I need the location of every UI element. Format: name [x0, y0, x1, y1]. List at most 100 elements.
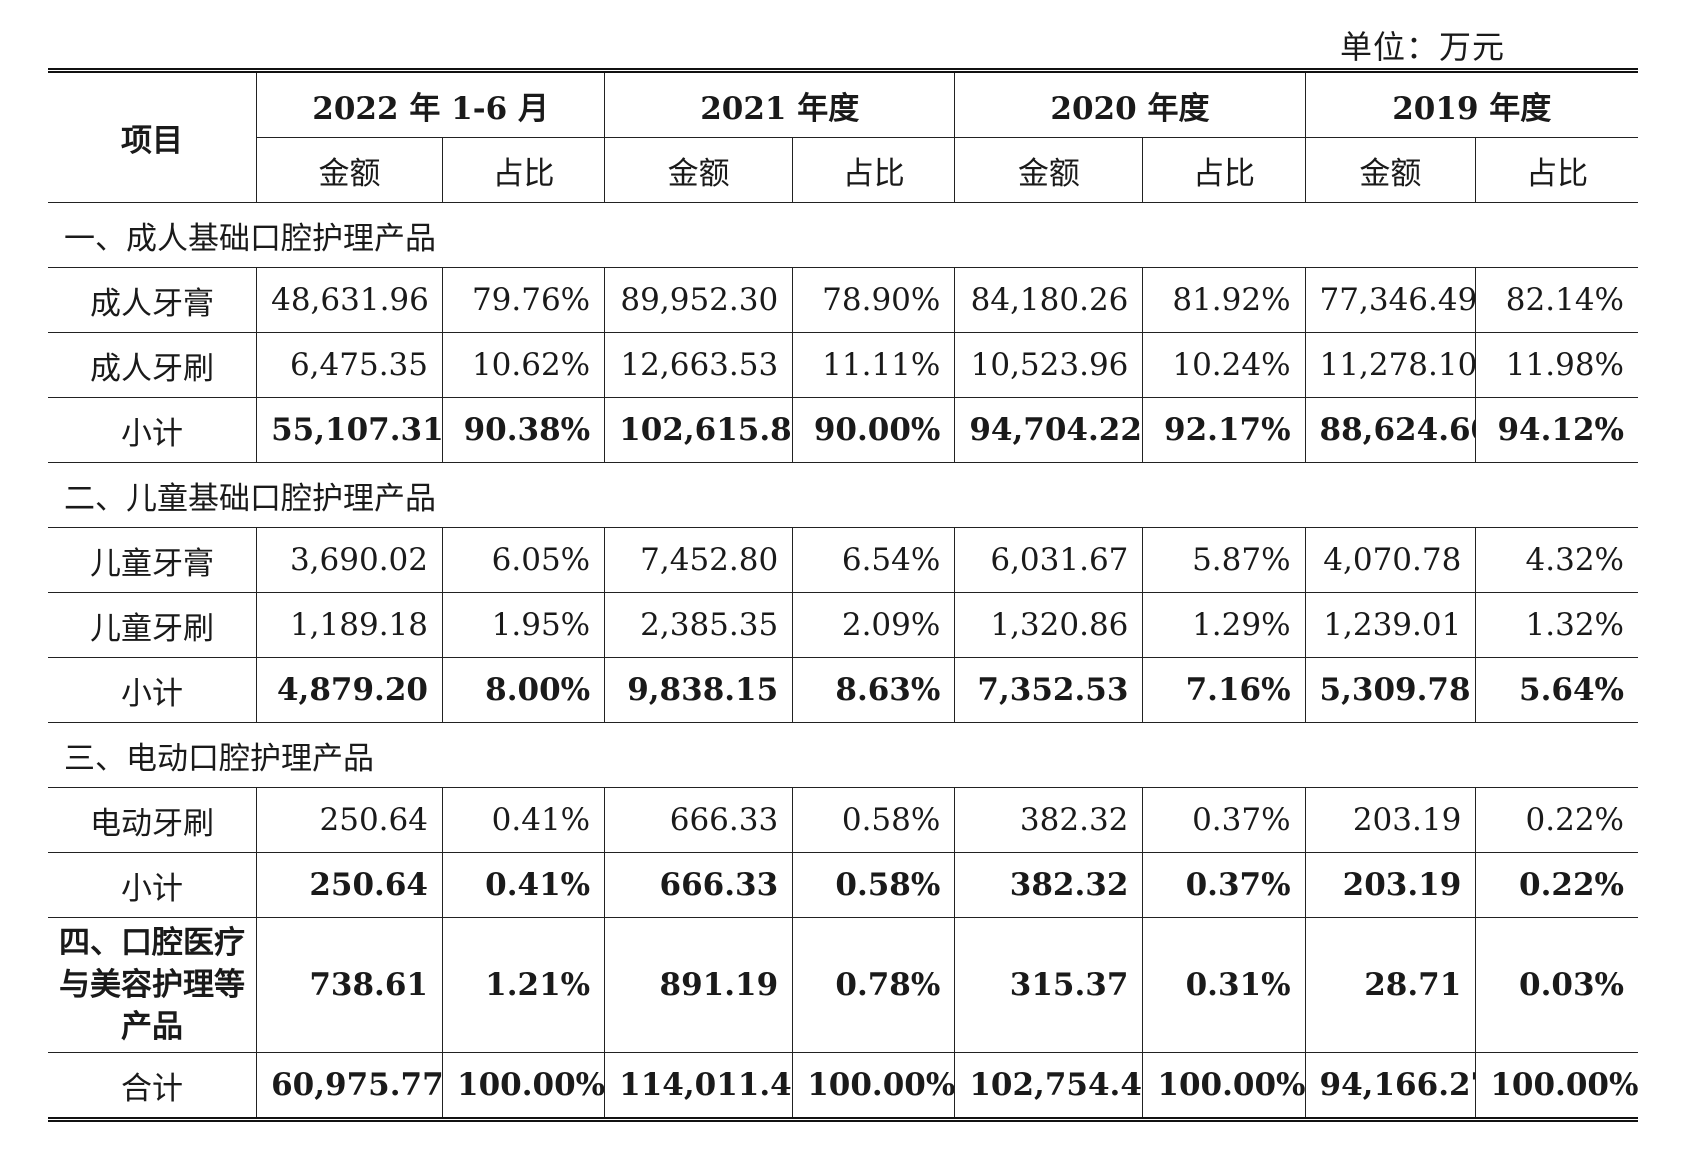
cell-ratio: 0.58%	[792, 852, 956, 918]
period-header: 2020 年度	[954, 70, 1306, 138]
cell-ratio: 100.00%	[792, 1052, 956, 1120]
header-row-periods: 项目 2022 年 1-6 月 2021 年度 2020 年度 2019 年度	[48, 70, 1638, 203]
cell-ratio: 100.00%	[1475, 1052, 1638, 1120]
cell-amount: 250.64	[256, 852, 443, 918]
amount-header: 金额	[256, 137, 443, 203]
row-label: 四、口腔医疗与美容护理等产品	[48, 917, 258, 1053]
cell-amount: 666.33	[604, 787, 794, 853]
cell-ratio: 11.11%	[792, 332, 956, 398]
cell-ratio: 90.38%	[441, 397, 606, 463]
row-label: 小计	[48, 397, 258, 463]
cell-amount: 4,070.78	[1304, 527, 1477, 593]
amount-header: 金额	[1304, 137, 1477, 203]
period-header: 2019 年度	[1304, 70, 1638, 138]
cell-ratio: 5.87%	[1142, 527, 1306, 593]
cell-ratio: 90.00%	[792, 397, 956, 463]
cell-amount: 6,031.67	[954, 527, 1144, 593]
cell-ratio: 0.22%	[1475, 787, 1638, 853]
cell-ratio: 81.92%	[1142, 267, 1306, 333]
cell-amount: 89,952.30	[604, 267, 794, 333]
cell-amount: 102,754.44	[954, 1052, 1144, 1120]
cell-ratio: 11.98%	[1475, 332, 1638, 398]
cell-amount: 382.32	[954, 787, 1144, 853]
cell-amount: 60,975.77	[256, 1052, 443, 1120]
cell-amount: 250.64	[256, 787, 443, 853]
cell-amount: 666.33	[604, 852, 794, 918]
row-label: 电动牙刷	[48, 787, 258, 853]
section-row: 一、成人基础口腔护理产品	[48, 202, 1638, 268]
table-row: 儿童牙膏 3,690.02 6.05% 7,452.80 6.54% 6,031…	[48, 527, 1638, 593]
cell-ratio: 92.17%	[1142, 397, 1306, 463]
cell-ratio: 100.00%	[441, 1052, 606, 1120]
cell-ratio: 7.16%	[1142, 657, 1306, 723]
cell-amount: 203.19	[1304, 787, 1477, 853]
cell-ratio: 94.12%	[1475, 397, 1638, 463]
cell-amount: 1,239.01	[1304, 592, 1477, 658]
cell-amount: 28.71	[1304, 917, 1477, 1053]
cell-amount: 94,704.22	[954, 397, 1144, 463]
subtotal-row: 小计 250.64 0.41% 666.33 0.58% 382.32 0.37…	[48, 852, 1638, 918]
section-row: 二、儿童基础口腔护理产品	[48, 462, 1638, 528]
cell-amount: 48,631.96	[256, 267, 443, 333]
cell-amount: 9,838.15	[604, 657, 794, 723]
cell-amount: 6,475.35	[256, 332, 443, 398]
cell-ratio: 82.14%	[1475, 267, 1638, 333]
cell-amount: 738.61	[256, 917, 443, 1053]
cell-ratio: 0.37%	[1142, 852, 1306, 918]
cell-amount: 7,352.53	[954, 657, 1144, 723]
cell-ratio: 8.63%	[792, 657, 956, 723]
cell-amount: 1,320.86	[954, 592, 1144, 658]
cell-amount: 11,278.10	[1304, 332, 1477, 398]
cell-amount: 55,107.31	[256, 397, 443, 463]
cell-ratio: 0.41%	[441, 787, 606, 853]
cell-amount: 10,523.96	[954, 332, 1144, 398]
row-label: 成人牙刷	[48, 332, 258, 398]
amount-header: 金额	[954, 137, 1144, 203]
cell-ratio: 0.78%	[792, 917, 956, 1053]
section-4-row: 四、口腔医疗与美容护理等产品 738.61 1.21% 891.19 0.78%…	[48, 917, 1638, 1053]
section-row: 三、电动口腔护理产品	[48, 722, 1638, 788]
cell-ratio: 10.62%	[441, 332, 606, 398]
cell-ratio: 78.90%	[792, 267, 956, 333]
cell-amount: 382.32	[954, 852, 1144, 918]
cell-ratio: 10.24%	[1142, 332, 1306, 398]
cell-ratio: 6.54%	[792, 527, 956, 593]
revenue-table-container: 项目 2022 年 1-6 月 2021 年度 2020 年度 2019 年度 …	[48, 68, 1638, 1122]
revenue-table: 项目 2022 年 1-6 月 2021 年度 2020 年度 2019 年度 …	[48, 68, 1638, 1122]
ratio-header: 占比	[792, 137, 956, 203]
cell-amount: 12,663.53	[604, 332, 794, 398]
total-row: 合计 60,975.77 100.00% 114,011.49 100.00% …	[48, 1052, 1638, 1120]
item-column-header: 项目	[48, 70, 258, 203]
cell-amount: 102,615.83	[604, 397, 794, 463]
period-header: 2021 年度	[604, 70, 956, 138]
cell-amount: 1,189.18	[256, 592, 443, 658]
cell-amount: 315.37	[954, 917, 1144, 1053]
row-label: 成人牙膏	[48, 267, 258, 333]
cell-ratio: 1.29%	[1142, 592, 1306, 658]
cell-amount: 2,385.35	[604, 592, 794, 658]
cell-amount: 4,879.20	[256, 657, 443, 723]
cell-ratio: 0.31%	[1142, 917, 1306, 1053]
cell-amount: 114,011.49	[604, 1052, 794, 1120]
section-title: 二、儿童基础口腔护理产品	[48, 462, 1638, 528]
cell-ratio: 1.32%	[1475, 592, 1638, 658]
section-title: 三、电动口腔护理产品	[48, 722, 1638, 788]
cell-ratio: 0.58%	[792, 787, 956, 853]
subtotal-row: 小计 55,107.31 90.38% 102,615.83 90.00% 94…	[48, 397, 1638, 463]
section-title: 一、成人基础口腔护理产品	[48, 202, 1638, 268]
cell-amount: 84,180.26	[954, 267, 1144, 333]
row-label: 小计	[48, 852, 258, 918]
cell-amount: 7,452.80	[604, 527, 794, 593]
cell-ratio: 1.95%	[441, 592, 606, 658]
cell-ratio: 100.00%	[1142, 1052, 1306, 1120]
cell-amount: 94,166.27	[1304, 1052, 1477, 1120]
row-label: 儿童牙膏	[48, 527, 258, 593]
cell-ratio: 5.64%	[1475, 657, 1638, 723]
header-row-metrics: 金额 占比 金额 占比 金额 占比 金额 占比	[48, 137, 1638, 203]
cell-ratio: 4.32%	[1475, 527, 1638, 593]
cell-ratio: 79.76%	[441, 267, 606, 333]
cell-amount: 88,624.60	[1304, 397, 1477, 463]
ratio-header: 占比	[1475, 137, 1638, 203]
cell-amount: 891.19	[604, 917, 794, 1053]
cell-ratio: 6.05%	[441, 527, 606, 593]
